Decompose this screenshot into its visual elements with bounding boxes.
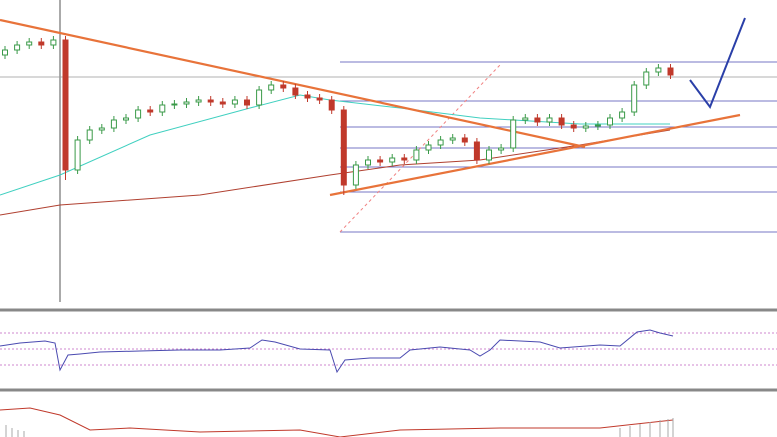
moving-average-fast	[0, 94, 670, 196]
candle-body	[86, 129, 93, 141]
candle-body	[207, 99, 214, 103]
candle-body	[159, 104, 166, 113]
candle-body	[582, 125, 589, 129]
candle-body	[667, 67, 674, 76]
candle-body	[594, 124, 601, 127]
rsi-line	[0, 329, 674, 374]
candle-body	[352, 164, 359, 186]
candle-body	[280, 84, 287, 89]
candle-body	[486, 149, 492, 161]
candle-body	[619, 111, 626, 119]
candle-body	[304, 94, 311, 99]
candle-body	[401, 157, 408, 161]
candle-body	[461, 137, 468, 143]
candle-body	[135, 109, 142, 119]
candle-body	[98, 127, 105, 131]
candle-body	[14, 44, 21, 51]
rsi-pane	[0, 329, 777, 374]
candle-body	[74, 139, 81, 171]
candle-body	[546, 117, 553, 123]
candle-body	[244, 99, 250, 106]
candle-body	[26, 41, 33, 46]
candle-body	[570, 124, 577, 129]
fib-trend	[339, 64, 501, 233]
candle-body	[425, 144, 432, 151]
candle-body	[473, 141, 480, 161]
candle-body	[437, 139, 444, 146]
moving-average-slow	[0, 129, 671, 216]
candle-body	[38, 41, 45, 46]
candle-body	[219, 101, 226, 105]
candle-body	[316, 97, 323, 101]
candle-body	[183, 101, 190, 105]
candle-body	[643, 71, 650, 86]
trendline-resistance	[0, 18, 586, 149]
candle-body	[534, 117, 541, 123]
candle-body	[510, 119, 517, 149]
candle-body	[631, 84, 638, 113]
candle-body	[268, 84, 275, 91]
candle-body	[413, 149, 420, 161]
candle-body	[231, 99, 238, 105]
candle-body	[123, 117, 129, 121]
candle-body	[147, 109, 154, 113]
candle-body	[522, 117, 529, 121]
macd-pane	[0, 407, 674, 437]
candle-body	[655, 67, 662, 73]
trendline-support	[329, 113, 741, 197]
candle-body	[558, 117, 565, 126]
candle-body	[340, 109, 347, 186]
candle-body	[50, 39, 57, 46]
macd-signal	[0, 407, 674, 437]
candle-body	[377, 159, 384, 163]
candle-body	[365, 159, 371, 166]
candle-body	[195, 99, 202, 103]
candle-body	[171, 103, 178, 106]
candle-body	[607, 117, 613, 126]
overlay	[0, 0, 777, 302]
projection-arrow	[689, 17, 746, 110]
candle-body	[256, 89, 263, 106]
candle-body	[62, 39, 69, 171]
candles	[2, 36, 674, 195]
candle-body	[292, 87, 299, 96]
macd-histogram	[5, 418, 674, 437]
candle-body	[498, 147, 505, 151]
candle-body	[110, 119, 117, 129]
candle-body	[2, 49, 8, 56]
candle-body	[328, 99, 335, 111]
candle-body	[389, 157, 396, 163]
candle-body	[449, 137, 456, 141]
